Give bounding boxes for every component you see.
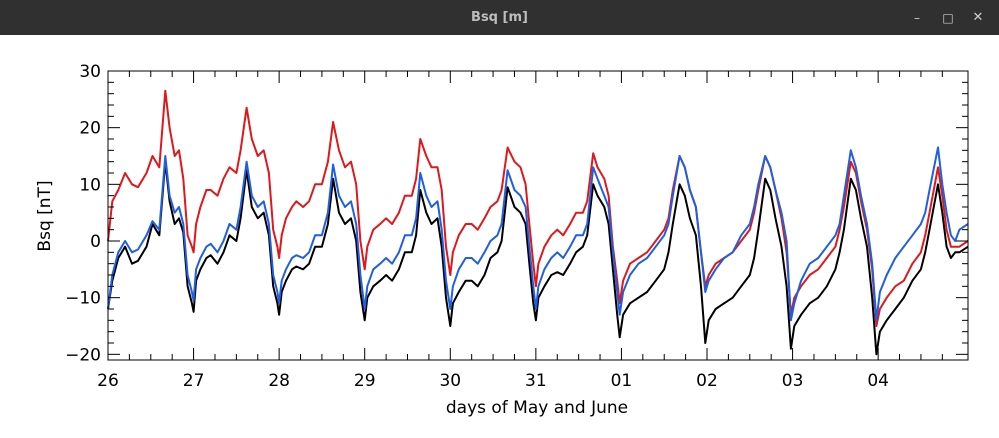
- series-line-blue: [107, 146, 969, 322]
- maximize-button[interactable]: □: [942, 11, 954, 25]
- series-layer: [107, 89, 969, 356]
- window-titlebar: Bsq [m] – □ ✕: [0, 0, 999, 35]
- series-line-red: [107, 89, 969, 327]
- x-tick-label: 02: [696, 371, 718, 391]
- x-tick-label: 03: [782, 371, 804, 391]
- y-tick-label: −10: [65, 289, 101, 309]
- x-tick-label: 27: [183, 371, 205, 391]
- x-tick-label: 30: [439, 371, 461, 391]
- x-tick-label: 26: [97, 371, 119, 391]
- x-axis-label: days of May and June: [446, 398, 628, 418]
- plot-frame: [107, 70, 969, 361]
- y-tick-label: 10: [79, 175, 101, 195]
- x-tick-label: 28: [268, 371, 290, 391]
- series-line-black: [107, 160, 969, 356]
- close-button[interactable]: ✕: [972, 10, 984, 25]
- window-title: Bsq [m]: [471, 10, 528, 25]
- line-chart: 26 27 28 29 30 31 01 02 03 04 −20 −10 0 10 20 30 days o…: [35, 62, 969, 418]
- y-axis-label: Bsq [nT]: [35, 180, 55, 251]
- x-tick-label: 01: [611, 371, 633, 391]
- y-tick-label: 20: [79, 119, 101, 139]
- tick-label-layer: 26 27 28 29 30 31 01 02 03 04 −20 −10 0 10 20 30: [65, 62, 889, 391]
- x-tick-label: 31: [525, 371, 547, 391]
- tick-layer: [107, 70, 968, 360]
- x-tick-label: 29: [354, 371, 376, 391]
- y-tick-label: 30: [79, 62, 101, 82]
- x-tick-label: 04: [867, 371, 889, 391]
- minimize-button[interactable]: –: [914, 11, 920, 25]
- y-tick-label: 0: [90, 232, 101, 252]
- y-tick-label: −20: [65, 345, 101, 365]
- plot-area: 26 27 28 29 30 31 01 02 03 04 −20 −10 0 10 20 30 days o…: [0, 35, 999, 434]
